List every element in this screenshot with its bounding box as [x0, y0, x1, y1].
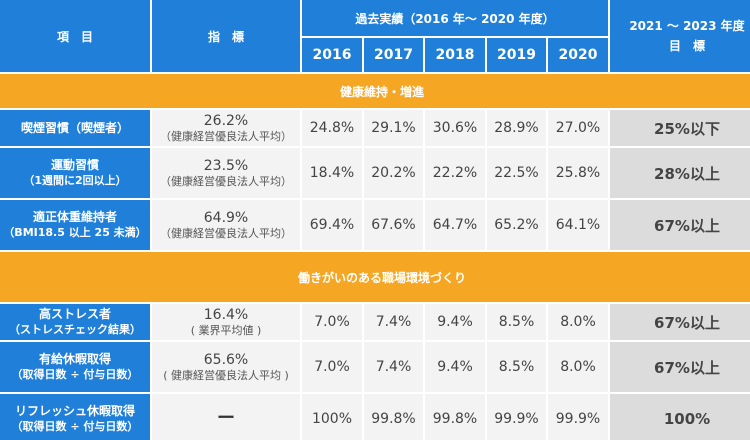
- year-value: 100%: [302, 394, 362, 440]
- section-header: 働きがいのある職場環境づくり: [0, 252, 750, 302]
- row-indicator: 26.2% （健康経営優良法人平均）: [152, 110, 300, 146]
- row-label-main: 運動習慣: [50, 158, 99, 173]
- row-label-main: 高ストレス者: [38, 307, 111, 322]
- indicator-value: 26.2%: [203, 113, 249, 129]
- year-value: 64.1%: [548, 200, 608, 250]
- year-value: 20.2%: [364, 148, 423, 198]
- row-indicator: 23.5% （健康経営優良法人平均）: [152, 148, 300, 198]
- year-value: 22.2%: [425, 148, 485, 198]
- year-value: 25.8%: [548, 148, 608, 198]
- row-indicator: ー: [152, 394, 300, 440]
- indicator-note: （健康経営優良法人平均）: [160, 226, 292, 240]
- year-value: 8.0%: [548, 304, 608, 340]
- year-value: 99.8%: [425, 394, 485, 440]
- target-value: 67%以上: [610, 200, 750, 250]
- header-target: 2021 ～ 2023 年度 目 標: [610, 0, 750, 72]
- row-indicator: 16.4% ( 業界平均値 ): [152, 304, 300, 340]
- year-value: 67.6%: [364, 200, 423, 250]
- year-value: 9.4%: [425, 304, 485, 340]
- section-header: 健康維持・増進: [0, 74, 750, 108]
- year-value: 9.4%: [425, 342, 485, 392]
- indicator-note: （健康経営優良法人平均）: [160, 174, 292, 188]
- year-value: 7.4%: [364, 342, 423, 392]
- header-year: 2020: [548, 38, 608, 72]
- row-label-sub: （取得日数 ÷ 付与日数）: [11, 367, 139, 381]
- year-value: 7.4%: [364, 304, 423, 340]
- year-value: 18.4%: [302, 148, 362, 198]
- target-value: 67%以上: [610, 304, 750, 340]
- row-label: 有給休暇取得 （取得日数 ÷ 付与日数）: [0, 342, 150, 392]
- header-target-label: 目 標: [668, 39, 705, 53]
- header-target-years: 2021 ～ 2023 年度: [629, 18, 745, 33]
- header-year: 2019: [487, 38, 546, 72]
- indicator-note: （健康経営優良法人平均）: [160, 129, 292, 143]
- target-value: 28%以上: [610, 148, 750, 198]
- row-label-main: 適正体重維持者: [32, 210, 117, 225]
- year-value: 64.7%: [425, 200, 485, 250]
- row-label-main: 有給休暇取得: [38, 352, 111, 367]
- row-label: 高ストレス者 （ストレスチェック結果）: [0, 304, 150, 340]
- header-year: 2016: [302, 38, 362, 72]
- header-past-results: 過去実績（2016 年～ 2020 年度）: [302, 0, 608, 36]
- indicator-note: ( 業界平均値 ): [190, 323, 262, 337]
- indicator-note: ( 健康経営優良法人平均 ): [163, 368, 289, 382]
- row-label: 喫煙習慣（喫煙者）: [0, 110, 150, 146]
- year-value: 22.5%: [487, 148, 546, 198]
- year-value: 65.2%: [487, 200, 546, 250]
- row-label: リフレッシュ休暇取得 （取得日数 ÷ 付与日数）: [0, 394, 150, 440]
- indicator-value: 65.6%: [203, 352, 249, 368]
- row-label: 適正体重維持者 （BMI18.5 以上 25 未満）: [0, 200, 150, 250]
- row-label-main: 喫煙習慣（喫煙者）: [20, 120, 129, 135]
- year-value: 8.0%: [548, 342, 608, 392]
- target-value: 25%以下: [610, 110, 750, 146]
- row-label-sub: （ストレスチェック結果）: [9, 322, 141, 336]
- year-value: 27.0%: [548, 110, 608, 146]
- row-label-sub: （取得日数 ÷ 付与日数）: [11, 419, 139, 433]
- indicator-value: 23.5%: [203, 158, 249, 174]
- header-year: 2018: [425, 38, 485, 72]
- year-value: 8.5%: [487, 342, 546, 392]
- year-value: 29.1%: [364, 110, 423, 146]
- year-value: 8.5%: [487, 304, 546, 340]
- year-value: 69.4%: [302, 200, 362, 250]
- indicator-value: 16.4%: [203, 307, 249, 323]
- row-label-sub: （BMI18.5 以上 25 未満）: [3, 225, 147, 239]
- year-value: 24.8%: [302, 110, 362, 146]
- row-label: 運動習慣 （1週間に2回以上）: [0, 148, 150, 198]
- target-value: 100%: [610, 394, 750, 440]
- year-value: 7.0%: [302, 342, 362, 392]
- year-value: 99.9%: [548, 394, 608, 440]
- year-value: 28.9%: [487, 110, 546, 146]
- row-indicator: 65.6% ( 健康経営優良法人平均 ): [152, 342, 300, 392]
- indicator-value: ー: [217, 408, 235, 430]
- row-label-main: リフレッシュ休暇取得: [14, 404, 135, 419]
- year-value: 99.9%: [487, 394, 546, 440]
- year-value: 99.8%: [364, 394, 423, 440]
- header-year: 2017: [364, 38, 423, 72]
- year-value: 30.6%: [425, 110, 485, 146]
- row-label-sub: （1週間に2回以上）: [23, 173, 127, 187]
- header-item: 項 目: [0, 0, 150, 72]
- row-indicator: 64.9% （健康経営優良法人平均）: [152, 200, 300, 250]
- target-value: 67%以上: [610, 342, 750, 392]
- header-indicator: 指 標: [152, 0, 300, 72]
- year-value: 7.0%: [302, 304, 362, 340]
- indicator-value: 64.9%: [203, 210, 249, 226]
